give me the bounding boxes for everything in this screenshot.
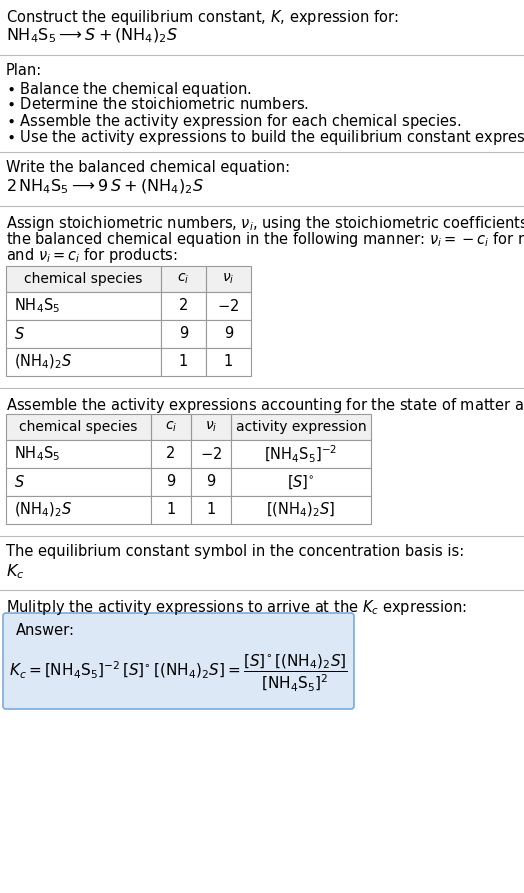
Bar — [191, 414, 231, 440]
Text: $\bullet$ Determine the stoichiometric numbers.: $\bullet$ Determine the stoichiometric n… — [6, 96, 309, 112]
Text: activity expression: activity expression — [236, 420, 366, 434]
Bar — [151, 414, 191, 440]
Bar — [6, 414, 151, 440]
Bar — [206, 266, 251, 292]
Text: $\mathrm{NH_4S_5}$: $\mathrm{NH_4S_5}$ — [14, 445, 60, 463]
Text: $S$: $S$ — [14, 326, 25, 342]
Text: $c_i$: $c_i$ — [165, 420, 177, 434]
Bar — [161, 292, 206, 320]
Text: 1: 1 — [206, 503, 215, 518]
Text: 1: 1 — [167, 503, 176, 518]
Bar — [206, 348, 251, 376]
Bar — [6, 292, 161, 320]
Text: 2: 2 — [179, 298, 188, 313]
Bar — [6, 320, 161, 348]
Text: chemical species: chemical species — [19, 420, 138, 434]
Text: Assign stoichiometric numbers, $\nu_i$, using the stoichiometric coefficients, $: Assign stoichiometric numbers, $\nu_i$, … — [6, 214, 524, 233]
Bar — [231, 468, 371, 496]
Bar — [6, 496, 151, 524]
Bar — [206, 320, 251, 348]
Text: 9: 9 — [224, 327, 233, 341]
Text: $-2$: $-2$ — [217, 298, 239, 314]
Text: 9: 9 — [179, 327, 188, 341]
Bar — [6, 348, 161, 376]
Text: 1: 1 — [179, 355, 188, 370]
Bar — [151, 440, 191, 468]
Text: $K_c$: $K_c$ — [6, 562, 25, 580]
Text: $2\,\mathrm{NH_4S_5} \longrightarrow 9\,S + (\mathrm{NH_4})_2S$: $2\,\mathrm{NH_4S_5} \longrightarrow 9\,… — [6, 178, 204, 196]
Text: $\mathrm{NH_4S_5}$: $\mathrm{NH_4S_5}$ — [14, 296, 60, 315]
Text: $[(\mathrm{NH_4})_2S]$: $[(\mathrm{NH_4})_2S]$ — [266, 501, 335, 519]
Text: $(\mathrm{NH_4})_2S$: $(\mathrm{NH_4})_2S$ — [14, 353, 72, 371]
Text: Write the balanced chemical equation:: Write the balanced chemical equation: — [6, 160, 290, 175]
Text: chemical species: chemical species — [24, 272, 143, 286]
Text: $c_i$: $c_i$ — [177, 271, 190, 286]
Bar — [151, 468, 191, 496]
Text: $\nu_i$: $\nu_i$ — [205, 420, 217, 434]
Bar — [161, 266, 206, 292]
Text: 9: 9 — [167, 474, 176, 489]
Text: $\bullet$ Assemble the activity expression for each chemical species.: $\bullet$ Assemble the activity expressi… — [6, 112, 461, 131]
Text: Construct the equilibrium constant, $K$, expression for:: Construct the equilibrium constant, $K$,… — [6, 8, 399, 27]
Text: 2: 2 — [166, 446, 176, 462]
Text: Plan:: Plan: — [6, 63, 42, 78]
Bar — [191, 496, 231, 524]
Text: $S$: $S$ — [14, 474, 25, 490]
Text: the balanced chemical equation in the following manner: $\nu_i = -c_i$ for react: the balanced chemical equation in the fo… — [6, 230, 524, 249]
Text: Assemble the activity expressions accounting for the state of matter and $\nu_i$: Assemble the activity expressions accoun… — [6, 396, 524, 415]
Text: 1: 1 — [224, 355, 233, 370]
Bar — [161, 320, 206, 348]
Text: and $\nu_i = c_i$ for products:: and $\nu_i = c_i$ for products: — [6, 246, 178, 265]
Bar — [191, 468, 231, 496]
Text: Mulitply the activity expressions to arrive at the $K_c$ expression:: Mulitply the activity expressions to arr… — [6, 598, 467, 617]
Text: $\bullet$ Balance the chemical equation.: $\bullet$ Balance the chemical equation. — [6, 80, 252, 99]
Bar — [6, 440, 151, 468]
Bar — [161, 348, 206, 376]
Bar — [231, 414, 371, 440]
Text: 9: 9 — [206, 474, 215, 489]
Text: $(\mathrm{NH_4})_2S$: $(\mathrm{NH_4})_2S$ — [14, 501, 72, 519]
Text: $\mathrm{NH_4S_5} \longrightarrow S + (\mathrm{NH_4})_2S$: $\mathrm{NH_4S_5} \longrightarrow S + (\… — [6, 27, 178, 46]
Text: $[\mathrm{NH_4S_5}]^{-2}$: $[\mathrm{NH_4S_5}]^{-2}$ — [265, 444, 337, 464]
Bar — [6, 266, 161, 292]
Bar — [206, 292, 251, 320]
Text: $[S]^{\circ}$: $[S]^{\circ}$ — [287, 473, 315, 490]
Bar — [6, 468, 151, 496]
Text: $K_c = [\mathrm{NH_4S_5}]^{-2}\,[S]^{\circ}\,[(\mathrm{NH_4})_2S] = \dfrac{[S]^{: $K_c = [\mathrm{NH_4S_5}]^{-2}\,[S]^{\ci… — [9, 653, 348, 694]
Bar — [231, 440, 371, 468]
Text: $-2$: $-2$ — [200, 446, 222, 462]
Bar — [231, 496, 371, 524]
Bar — [6, 414, 371, 440]
Bar — [6, 266, 251, 292]
Text: $\nu_i$: $\nu_i$ — [222, 271, 235, 286]
Bar — [151, 496, 191, 524]
Text: The equilibrium constant symbol in the concentration basis is:: The equilibrium constant symbol in the c… — [6, 544, 464, 559]
Text: $\bullet$ Use the activity expressions to build the equilibrium constant express: $\bullet$ Use the activity expressions t… — [6, 128, 524, 147]
Bar — [191, 440, 231, 468]
Text: Answer:: Answer: — [16, 623, 75, 638]
FancyBboxPatch shape — [3, 613, 354, 709]
